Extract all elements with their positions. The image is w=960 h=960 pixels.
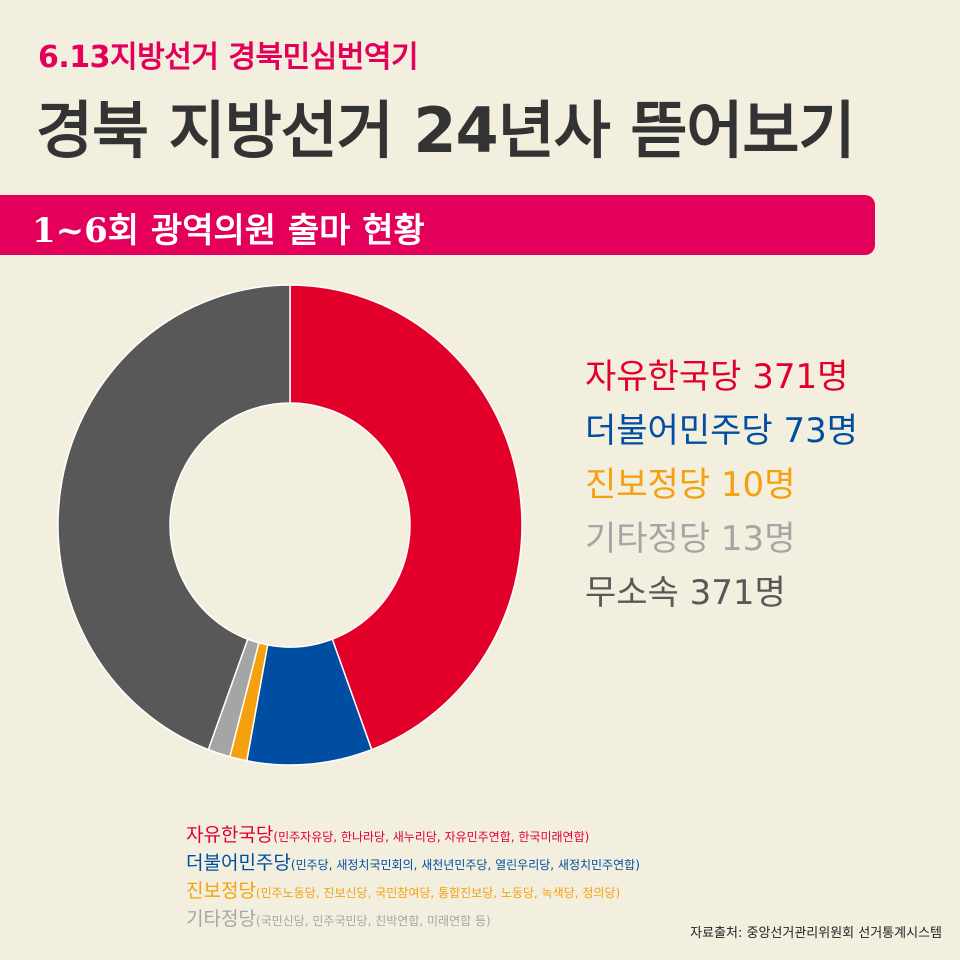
legend-item: 더불어민주당 73명: [585, 411, 859, 451]
party-note-detail: (국민신당, 민주국민당, 친박연합, 미래연합 등): [255, 914, 491, 928]
legend-item: 기타정당 13명: [585, 519, 796, 559]
donut-slice-5: [57, 284, 291, 751]
section-title: 1~6회 광역의원 출마 현황: [32, 211, 425, 251]
party-note: 진보정당(민주노동당, 진보신당, 국민참여당, 통합진보당, 노동당, 녹색당…: [186, 878, 640, 906]
party-note-detail: (민주자유당, 한나라당, 새누리당, 자유민주연합, 한국미래연합): [273, 830, 590, 844]
party-note-detail: (민주노동당, 진보신당, 국민참여당, 통합진보당, 노동당, 녹색당, 정의…: [255, 886, 621, 900]
legend-item: 무소속 371명: [585, 573, 786, 613]
party-note-name: 더불어민주당: [186, 852, 291, 874]
page-title: 경북 지방선거 24년사 뜯어보기: [36, 94, 856, 167]
page-subtitle: 6.13지방선거 경북민심번역기: [38, 40, 419, 75]
section-banner: 1~6회 광역의원 출마 현황: [0, 195, 875, 255]
party-notes: 자유한국당(민주자유당, 한나라당, 새누리당, 자유민주연합, 한국미래연합)…: [186, 822, 640, 934]
legend-item: 진보정당 10명: [585, 465, 796, 505]
party-note-detail: (민주당, 새정치국민회의, 새천년민주당, 열린우리당, 새정치민주연합): [290, 858, 640, 872]
party-note-name: 진보정당: [186, 880, 256, 902]
party-note-name: 자유한국당: [186, 824, 274, 846]
donut-slice-1: [289, 284, 523, 751]
legend-item: 자유한국당 371명: [585, 357, 849, 397]
party-note: 자유한국당(민주자유당, 한나라당, 새누리당, 자유민주연합, 한국미래연합): [186, 822, 640, 850]
party-note: 더불어민주당(민주당, 새정치국민회의, 새천년민주당, 열린우리당, 새정치민…: [186, 850, 640, 878]
party-note: 기타정당(국민신당, 민주국민당, 친박연합, 미래연합 등): [186, 906, 640, 934]
donut-chart: [57, 284, 523, 766]
party-note-name: 기타정당: [186, 908, 256, 930]
source-credit: 자료출처: 중앙선거관리위원회 선거통계시스템: [690, 926, 942, 941]
